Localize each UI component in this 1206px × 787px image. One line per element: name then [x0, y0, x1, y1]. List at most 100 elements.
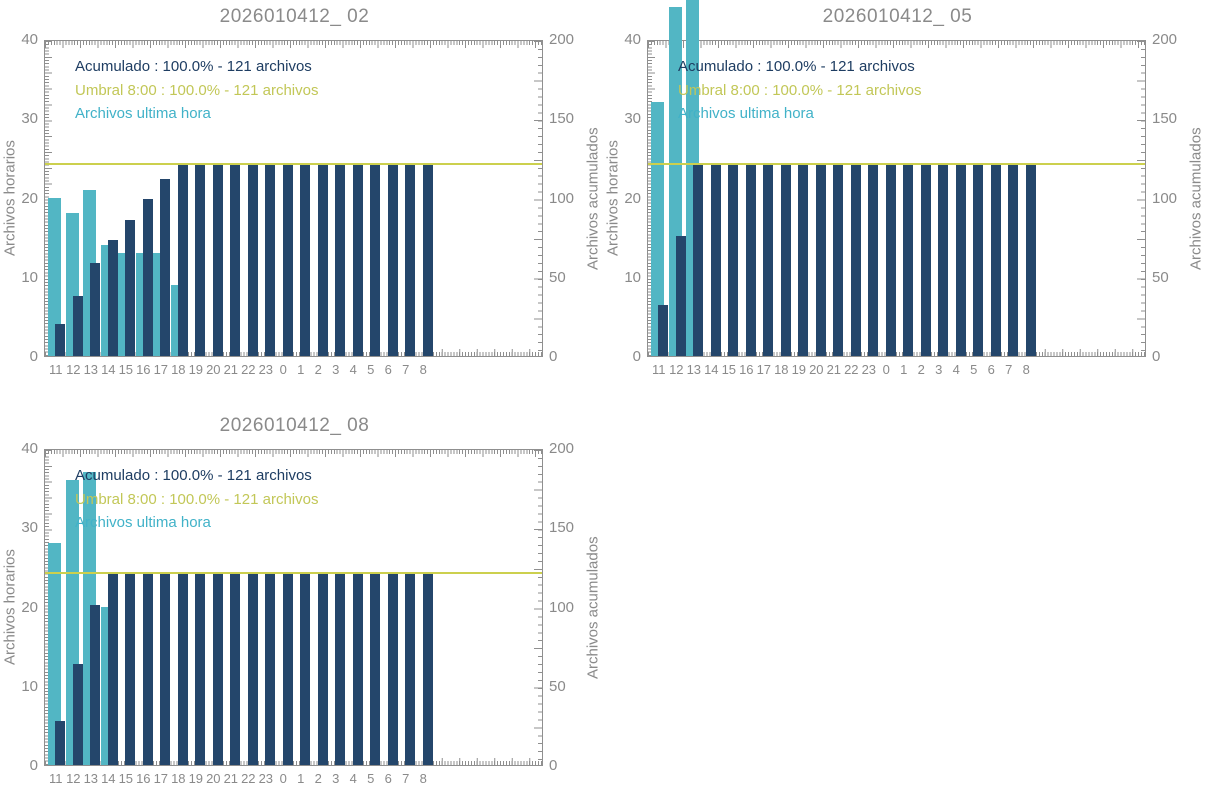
y-tick-label-left: 30 [624, 110, 641, 128]
y-tick-label-right: 150 [1152, 110, 1178, 128]
x-tick-label: 0 [882, 362, 890, 377]
x-tick-label: 0 [279, 771, 287, 786]
cumulative-bar [177, 164, 188, 356]
x-tick-label: 17 [756, 362, 772, 377]
y-axis-label-right: Archivos acumulados [584, 127, 602, 270]
x-tick-label: 11 [652, 362, 666, 377]
x-tick-label: 21 [826, 362, 842, 377]
x-tick-label: 19 [188, 771, 204, 786]
cumulative-bar [352, 573, 363, 765]
cumulative-bar [160, 573, 170, 765]
y-tick-label-right: 50 [549, 677, 566, 695]
x-tick-label: 12 [66, 771, 81, 786]
x-tick-label: 14 [101, 362, 116, 377]
x-tick-label: 6 [384, 771, 392, 786]
plot-frame [44, 40, 543, 357]
y-tick-label-right: 200 [549, 31, 575, 48]
cumulative-bar [212, 573, 223, 765]
y-tick-label-right: 0 [549, 348, 558, 365]
x-tick-label: 12 [66, 362, 81, 377]
y-axis-label-left: Archivos horarios [1, 140, 19, 257]
y-tick-label-left: 0 [29, 348, 38, 365]
x-tick-label: 13 [686, 362, 702, 377]
cumulative-bar [212, 164, 223, 356]
legend-umbral: Umbral 8:00 : 100.0% - 121 archivos [75, 81, 319, 99]
x-tick-label: 1 [297, 771, 305, 786]
y-axis-label-right: Archivos acumulados [1187, 127, 1205, 270]
y-tick-label-right: 100 [1152, 189, 1178, 207]
y-tick-label-right: 50 [1152, 268, 1169, 286]
x-tick-label: 1 [900, 362, 908, 377]
cumulative-bar [247, 164, 258, 356]
cumulative-bar [90, 604, 100, 765]
x-tick-label: 8 [1022, 362, 1030, 377]
cumulative-bar [973, 164, 983, 356]
x-tick-label: 18 [171, 362, 186, 377]
cumulative-bar [282, 573, 293, 765]
cumulative-bar [658, 305, 668, 356]
plot-frame [44, 449, 543, 766]
cumulative-bar [230, 164, 240, 356]
x-tick-label: 16 [136, 771, 151, 786]
x-tick-label: 8 [419, 362, 427, 377]
cumulative-bar [160, 178, 170, 356]
x-tick-label: 11 [49, 771, 63, 786]
x-tick-label: 21 [223, 771, 239, 786]
chart-title: 2026010412_ 08 [219, 415, 370, 436]
y-tick-label-right: 150 [549, 519, 575, 537]
legend-acumulado: Acumulado : 100.0% - 121 archivos [678, 58, 915, 75]
x-tick-label: 23 [258, 362, 274, 377]
cumulative-bar [247, 573, 258, 765]
x-tick-label: 23 [258, 771, 274, 786]
cumulative-bar [728, 164, 738, 356]
y-tick-label-left: 20 [624, 189, 641, 207]
y-tick-label-left: 10 [21, 268, 38, 286]
x-tick-label: 19 [188, 362, 204, 377]
x-tick-label: 19 [791, 362, 807, 377]
cumulative-bar [195, 573, 205, 765]
x-tick-label: 15 [721, 362, 737, 377]
y-tick-label-left: 40 [21, 440, 38, 457]
cumulative-bar [265, 573, 275, 765]
cumulative-bar [107, 240, 118, 356]
x-tick-label: 4 [952, 362, 960, 377]
x-tick-label: 20 [206, 362, 221, 377]
y-tick-label-right: 150 [549, 110, 575, 128]
x-tick-label: 15 [118, 771, 134, 786]
legend-ultima: Archivos ultima hora [75, 514, 211, 531]
cumulative-bar [903, 164, 913, 356]
x-tick-label: 5 [367, 362, 375, 377]
x-tick-label: 2 [917, 362, 925, 377]
cumulative-bar [300, 164, 310, 356]
x-tick-label: 23 [861, 362, 877, 377]
cumulative-bar [72, 663, 83, 765]
y-tick-label-right: 100 [549, 189, 575, 207]
cumulative-bar [317, 573, 328, 765]
y-tick-label-right: 200 [549, 440, 575, 457]
chart-panel-05: 2026010412_ 05 Acumulado : 100.0% - 121 a… [603, 0, 1206, 380]
x-tick-label: 4 [349, 771, 357, 786]
x-tick-label: 17 [153, 362, 169, 377]
cumulative-bar [833, 164, 843, 356]
threshold-line [648, 163, 1145, 166]
x-tick-label: 14 [101, 771, 116, 786]
x-tick-label: 4 [349, 362, 357, 377]
x-tick-label: 16 [136, 362, 151, 377]
x-tick-label: 21 [223, 362, 239, 377]
chart-panel-02: 2026010412_ 02 Acumulado : 100.0% - 121 a… [0, 0, 603, 380]
chart-panel-08: 2026010412_ 08 Acumulado : 100.0% - 121 a… [0, 409, 603, 787]
y-tick-label-left: 0 [632, 348, 641, 365]
x-tick-label: 5 [970, 362, 978, 377]
x-tick-label: 7 [402, 362, 410, 377]
x-tick-label: 8 [419, 771, 427, 786]
y-tick-label-left: 40 [624, 31, 641, 48]
cumulative-bar [422, 164, 433, 356]
legend-ultima: Archivos ultima hora [678, 105, 814, 122]
x-tick-label: 17 [153, 771, 169, 786]
cumulative-bar [710, 164, 721, 356]
cumulative-bar [990, 164, 1001, 356]
legend-umbral: Umbral 8:00 : 100.0% - 121 archivos [75, 490, 319, 508]
x-tick-label: 15 [118, 362, 134, 377]
y-tick-label-left: 30 [21, 519, 38, 537]
cumulative-bar [815, 164, 826, 356]
